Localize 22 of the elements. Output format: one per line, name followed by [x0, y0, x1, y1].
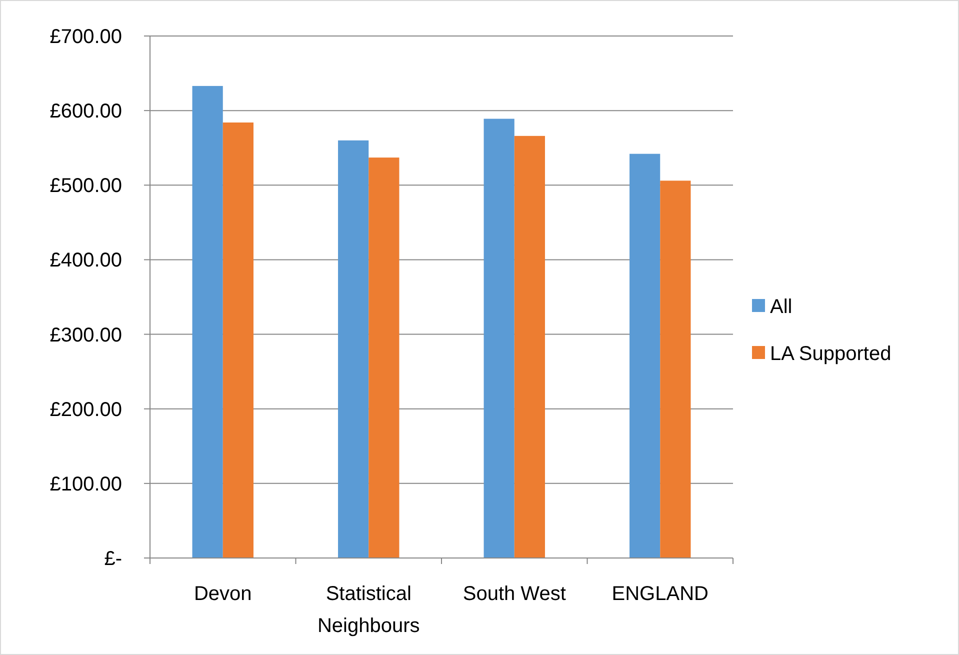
bar — [192, 86, 223, 558]
bar — [660, 180, 691, 558]
y-tick-label: £200.00 — [50, 398, 122, 421]
x-tick-label: South West — [462, 583, 566, 605]
bar — [484, 118, 514, 558]
bar — [222, 122, 254, 558]
x-tick-label: Devon — [194, 583, 252, 605]
y-tick-label: £300.00 — [50, 324, 122, 346]
legend-label: LA Supported — [770, 343, 892, 365]
bar — [514, 136, 545, 558]
y-tick-label: £100.00 — [50, 473, 122, 496]
y-tick-label: £400.00 — [50, 250, 122, 272]
y-tick-label: £- — [104, 548, 122, 570]
x-tick-label: Statistical Neighbours — [317, 583, 420, 637]
bar — [630, 154, 660, 558]
x-tick-label: ENGLAND — [612, 583, 708, 605]
y-tick-label: £700.00 — [50, 26, 122, 48]
y-tick-label: £500.00 — [50, 175, 122, 198]
y-tick-label: £600.00 — [50, 100, 122, 123]
legend-label: All — [770, 296, 792, 318]
bar — [368, 158, 400, 558]
bar — [338, 140, 369, 558]
